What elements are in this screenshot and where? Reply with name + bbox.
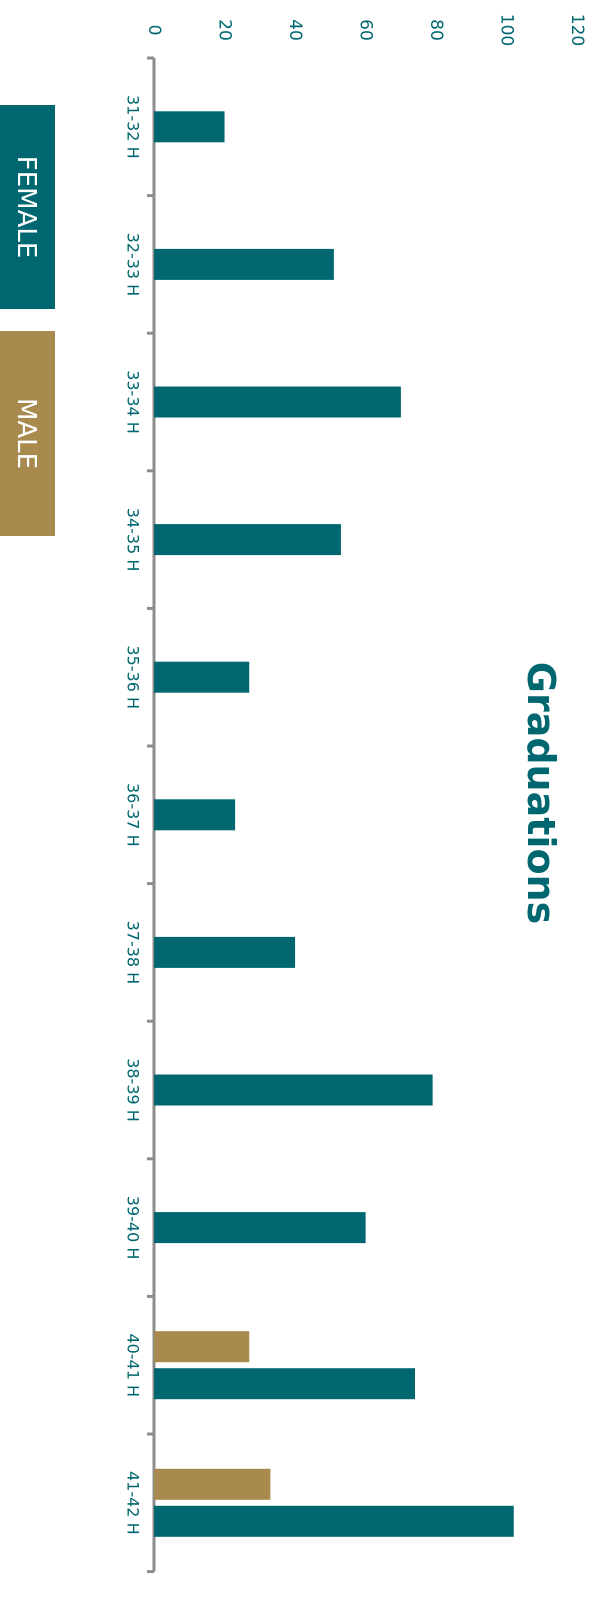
bar-female bbox=[154, 1074, 433, 1106]
category-axis: 31-32 H 32-33 H 33-34 H 34-35 H 35-36 H 36-37… bbox=[124, 56, 154, 1574]
category-label: 41-42 H bbox=[124, 1471, 143, 1535]
bar-male bbox=[154, 1468, 271, 1500]
bar-female bbox=[154, 1505, 514, 1537]
bar-female bbox=[154, 1212, 366, 1244]
bar-male bbox=[154, 1331, 250, 1363]
value-tick-label: 0 bbox=[144, 25, 164, 36]
category-label: 34-35 H bbox=[124, 508, 143, 572]
bar-female bbox=[154, 248, 334, 280]
value-tick-label: 100 bbox=[497, 14, 517, 46]
value-tick-label: 120 bbox=[567, 14, 587, 46]
bar-female bbox=[154, 661, 250, 693]
value-tick-label: 80 bbox=[426, 19, 446, 41]
category-label: 32-33 H bbox=[124, 233, 143, 297]
bar-female bbox=[154, 799, 236, 831]
value-tick-label: 60 bbox=[356, 19, 376, 41]
category-label: 38-39 H bbox=[124, 1058, 143, 1122]
bar-female bbox=[154, 524, 341, 556]
category-label: 40-41 H bbox=[124, 1333, 143, 1397]
category-label: 39-40 H bbox=[124, 1196, 143, 1260]
legend-female-swatch bbox=[0, 105, 55, 309]
bar-female bbox=[154, 936, 296, 968]
bar-female bbox=[154, 386, 401, 418]
bar-female bbox=[154, 1368, 415, 1400]
bars bbox=[154, 111, 514, 1537]
bar-female bbox=[154, 111, 225, 143]
category-label: 36-37 H bbox=[124, 783, 143, 847]
chart-title: Graduations bbox=[519, 662, 563, 924]
legend: FEMALE MALE bbox=[0, 105, 55, 536]
legend-female-label: FEMALE bbox=[11, 156, 41, 259]
value-axis-ticks: 0 20 40 60 80 100 120 bbox=[144, 14, 587, 46]
category-label: 37-38 H bbox=[124, 921, 143, 985]
category-label: 31-32 H bbox=[124, 95, 143, 159]
category-label: 33-34 H bbox=[124, 370, 143, 434]
value-tick-label: 40 bbox=[285, 19, 305, 41]
value-tick-label: 20 bbox=[215, 19, 235, 41]
category-label: 35-36 H bbox=[124, 645, 143, 709]
legend-male-swatch bbox=[0, 331, 55, 536]
legend-male-label: MALE bbox=[11, 398, 41, 469]
